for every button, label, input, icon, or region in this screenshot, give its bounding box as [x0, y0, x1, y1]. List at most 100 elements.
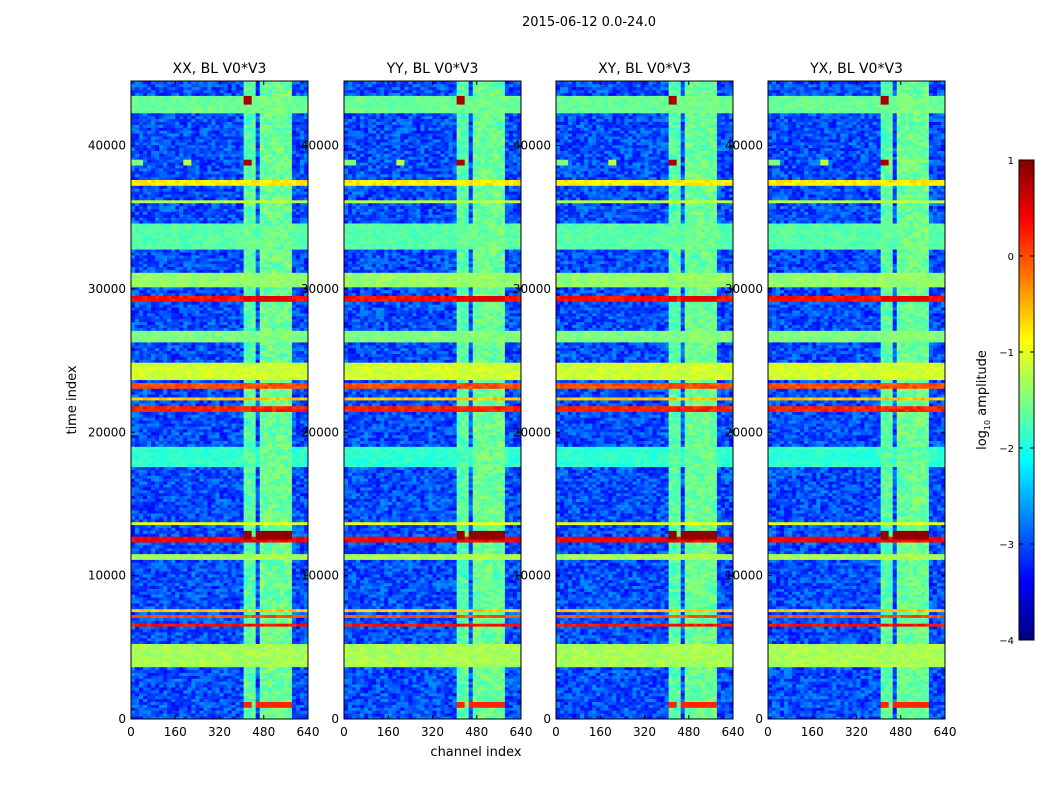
heatmap-cell — [139, 707, 144, 711]
heatmap-cell — [179, 565, 184, 569]
heatmap-cell — [159, 440, 164, 444]
heatmap-cell — [191, 678, 196, 682]
heatmap-cell — [259, 585, 265, 589]
heatmap-cell — [279, 669, 285, 673]
heatmap-cell — [299, 458, 305, 462]
heatmap-cell — [259, 417, 265, 421]
heatmap-cell — [175, 513, 180, 517]
heatmap-cell — [199, 518, 204, 523]
heatmap-cell — [187, 388, 192, 392]
heatmap-cell — [251, 690, 257, 694]
heatmap-cell — [231, 542, 236, 546]
heatmap-cell — [155, 411, 160, 415]
heatmap-cell — [295, 487, 301, 491]
heatmap-cell — [207, 646, 212, 650]
heatmap-cell — [203, 469, 208, 473]
heatmap-cell — [203, 571, 208, 575]
heatmap-cell — [183, 545, 188, 549]
heatmap-cell — [223, 597, 228, 601]
heatmap-cell — [167, 440, 172, 444]
heatmap-cell — [283, 414, 289, 418]
heatmap-cell — [263, 562, 269, 566]
heatmap-cell — [263, 394, 269, 398]
heatmap-cell — [219, 623, 224, 627]
heatmap-cell — [247, 637, 253, 642]
heatmap-cell — [199, 492, 204, 497]
heatmap-cell — [207, 605, 212, 610]
heatmap-cell — [231, 643, 236, 647]
heatmap-cell — [187, 565, 192, 569]
heatmap-cell — [135, 559, 140, 563]
heatmap-cell — [163, 431, 168, 436]
heatmap-cell — [219, 611, 224, 615]
heatmap-cell — [159, 446, 164, 450]
heatmap-cell — [259, 527, 265, 531]
heatmap-cell — [267, 449, 273, 453]
heatmap-cell — [143, 669, 148, 673]
heatmap-cell — [139, 684, 144, 688]
heatmap-cell — [279, 678, 285, 682]
heatmap-cell — [143, 420, 148, 424]
heatmap-cell — [259, 655, 265, 659]
heatmap-cell — [227, 576, 232, 581]
heatmap-cell — [259, 600, 265, 604]
heatmap-cell — [159, 516, 164, 520]
heatmap-cell — [159, 489, 164, 494]
heatmap-cell — [239, 611, 245, 615]
heatmap-cell — [263, 698, 269, 702]
heatmap-cell — [279, 469, 285, 473]
heatmap-cell — [275, 423, 281, 427]
heatmap-cell — [203, 632, 208, 636]
heatmap-cell — [187, 518, 192, 523]
heatmap-cell — [207, 681, 212, 685]
heatmap-cell — [199, 710, 204, 714]
heatmap-cell — [255, 632, 261, 636]
heatmap-cell — [135, 455, 140, 459]
heatmap-cell — [143, 504, 148, 508]
heatmap-cell — [167, 707, 172, 711]
heatmap-cell — [287, 562, 293, 566]
heatmap-cell — [239, 692, 245, 697]
heatmap-cell — [167, 423, 172, 427]
heatmap-cell — [235, 542, 241, 546]
heatmap-cell — [275, 431, 281, 436]
heatmap-cell — [199, 472, 204, 476]
heatmap-cell — [207, 536, 212, 540]
heatmap-cell — [255, 550, 261, 555]
heatmap-cell — [219, 605, 224, 610]
heatmap-cell — [255, 516, 261, 520]
heatmap-cell — [271, 579, 277, 584]
heatmap-cell — [199, 423, 204, 427]
heatmap-cell — [215, 698, 220, 702]
heatmap-cell — [287, 492, 293, 497]
heatmap-cell — [271, 533, 277, 537]
heatmap-cell — [187, 397, 192, 401]
heatmap-cell — [199, 585, 204, 589]
heatmap-cell — [299, 423, 305, 427]
heatmap-cell — [243, 437, 249, 441]
heatmap-cell — [199, 597, 204, 601]
heatmap-cell — [135, 521, 140, 526]
heatmap-cell — [243, 678, 249, 682]
heatmap-cell — [287, 550, 293, 555]
heatmap-cell — [159, 443, 164, 447]
heatmap-cell — [247, 504, 253, 508]
heatmap-cell — [159, 574, 164, 578]
heatmap-cell — [227, 634, 232, 639]
heatmap-cell — [231, 684, 236, 688]
heatmap-cell — [179, 687, 184, 691]
heatmap-cell — [207, 692, 212, 697]
heatmap-cell — [299, 707, 305, 711]
heatmap-cell — [155, 481, 160, 485]
heatmap-cell — [239, 565, 245, 569]
heatmap-cell — [255, 472, 261, 476]
heatmap-cell — [219, 420, 224, 424]
heatmap-cell — [171, 545, 176, 549]
heatmap-cell — [163, 466, 168, 470]
heatmap-cell — [143, 460, 148, 465]
heatmap-cell — [271, 687, 277, 691]
heatmap-cell — [219, 394, 224, 398]
heatmap-cell — [159, 556, 164, 560]
heatmap-cell — [283, 478, 289, 482]
heatmap-cell — [259, 437, 265, 441]
